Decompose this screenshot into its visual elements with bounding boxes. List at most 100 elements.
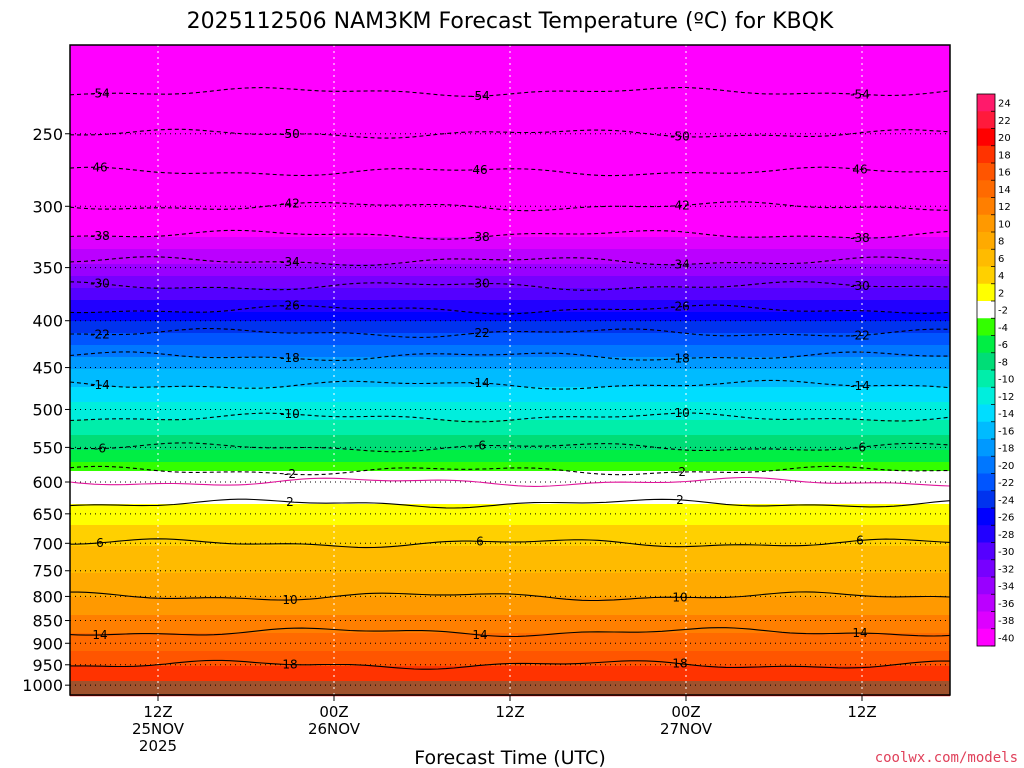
contour-label: 2 bbox=[286, 495, 294, 509]
colorbar-swatch bbox=[977, 111, 995, 129]
contour-label: -14 bbox=[90, 378, 110, 392]
temperature-band bbox=[70, 144, 950, 148]
contour-line bbox=[69, 351, 951, 361]
colorbar-label: 8 bbox=[998, 237, 1004, 248]
colorbar-label: 2 bbox=[998, 288, 1004, 299]
colorbar-label: -16 bbox=[998, 426, 1014, 437]
contour-label: -30 bbox=[90, 277, 110, 291]
temperature-band bbox=[70, 240, 950, 244]
temperature-band bbox=[70, 216, 950, 220]
x-tick-label: 12Z bbox=[143, 703, 172, 721]
temperature-band bbox=[70, 660, 950, 664]
colorbar-label: -10 bbox=[998, 375, 1014, 386]
x-tick-label: 27NOV bbox=[660, 720, 713, 738]
contour-label: -26 bbox=[280, 298, 300, 312]
y-tick-label: 900 bbox=[32, 634, 63, 653]
colorbar-swatch bbox=[977, 197, 995, 216]
colorbar-swatch bbox=[977, 559, 995, 578]
temperature-band bbox=[70, 432, 950, 436]
contour-label: 14 bbox=[92, 628, 107, 642]
contour-label: -26 bbox=[670, 300, 690, 314]
temperature-band bbox=[70, 636, 950, 640]
colorbar-swatch bbox=[977, 266, 995, 285]
temperature-band bbox=[70, 276, 950, 280]
temperature-band bbox=[70, 60, 950, 64]
temperature-band bbox=[70, 210, 950, 214]
colorbar-swatch bbox=[977, 163, 995, 181]
colorbar-swatch bbox=[977, 283, 995, 302]
y-tick-label: 1000 bbox=[22, 676, 63, 695]
temperature-band bbox=[70, 288, 950, 292]
temperature-band bbox=[70, 90, 950, 94]
temperature-band bbox=[70, 624, 950, 628]
contour-label: -2 bbox=[284, 467, 296, 481]
temperature-band bbox=[70, 186, 950, 190]
colorbar-swatch bbox=[977, 594, 995, 612]
colorbar-swatch bbox=[977, 577, 995, 595]
y-tick-label: 950 bbox=[32, 656, 63, 675]
temperature-band bbox=[70, 534, 950, 538]
temperature-band bbox=[70, 618, 950, 622]
temperature-band bbox=[70, 378, 950, 382]
x-tick-label: 12Z bbox=[495, 703, 524, 721]
colorbar-label: 22 bbox=[998, 116, 1011, 127]
colorbar-label: -6 bbox=[998, 340, 1008, 351]
temperature-band bbox=[70, 120, 950, 124]
temperature-band bbox=[70, 630, 950, 634]
temperature-band bbox=[70, 348, 950, 352]
temperature-band bbox=[70, 126, 950, 130]
temperature-band bbox=[70, 102, 950, 106]
temperature-band bbox=[70, 336, 950, 340]
contour-label: -10 bbox=[280, 407, 300, 421]
temperature-band bbox=[70, 438, 950, 442]
contour-label: -38 bbox=[850, 231, 870, 245]
x-tick-label: 26NOV bbox=[308, 720, 361, 738]
temperature-band bbox=[70, 582, 950, 586]
temperature-band bbox=[70, 150, 950, 154]
contour-label: -18 bbox=[280, 351, 300, 365]
x-tick-label: 00Z bbox=[671, 703, 700, 721]
colorbar-swatch bbox=[977, 404, 995, 423]
temperature-band bbox=[70, 324, 950, 328]
temperature-band bbox=[70, 330, 950, 334]
colorbar-swatch bbox=[977, 456, 995, 474]
plot-area: -54 -54 -54 -50 -50 46 46 46 -42 -42 -38 -38 -38 -34 -… bbox=[69, 44, 951, 697]
temperature-band bbox=[70, 48, 950, 52]
temperature-band bbox=[70, 342, 950, 346]
temperature-band bbox=[70, 654, 950, 658]
temperature-band bbox=[70, 246, 950, 250]
temperature-band bbox=[70, 600, 950, 604]
temperature-band bbox=[70, 414, 950, 418]
temperature-band bbox=[70, 456, 950, 460]
colorbar-label: 24 bbox=[998, 99, 1011, 110]
colorbar-swatch bbox=[977, 249, 995, 267]
contour-label: -30 bbox=[470, 277, 490, 291]
temperature-band bbox=[70, 576, 950, 580]
contour-label: -38 bbox=[90, 229, 110, 243]
temperature-band bbox=[70, 252, 950, 256]
colorbar-swatch bbox=[977, 318, 995, 336]
contour-line bbox=[69, 498, 951, 509]
contour-label: 14 bbox=[472, 628, 487, 642]
contour-line bbox=[69, 476, 951, 487]
contour-label: 6 bbox=[856, 533, 864, 547]
temperature-band bbox=[70, 78, 950, 82]
temperature-band bbox=[70, 162, 950, 166]
colorbar-swatch bbox=[977, 180, 995, 198]
colorbar-swatch bbox=[977, 542, 995, 561]
contour-label: -14 bbox=[470, 376, 490, 390]
temperature-band bbox=[70, 564, 950, 568]
colorbar-label: -24 bbox=[998, 495, 1014, 506]
temperature-band bbox=[70, 504, 950, 508]
y-tick-label: 450 bbox=[32, 359, 63, 378]
colorbar-label: -20 bbox=[998, 461, 1014, 472]
temperature-band bbox=[70, 54, 950, 58]
contour-line bbox=[69, 627, 951, 638]
temperature-band bbox=[70, 588, 950, 592]
temperature-band bbox=[70, 396, 950, 400]
temperature-band bbox=[70, 234, 950, 238]
colorbar-swatch bbox=[977, 611, 995, 630]
colorbar: 24 22 20 18 16 14 12 10 8 6 4 2 -2 -4 -6 -8 -10 -12 -14 -16… bbox=[976, 93, 1014, 647]
colorbar-label: 6 bbox=[998, 254, 1004, 265]
y-tick-label: 850 bbox=[32, 612, 63, 631]
